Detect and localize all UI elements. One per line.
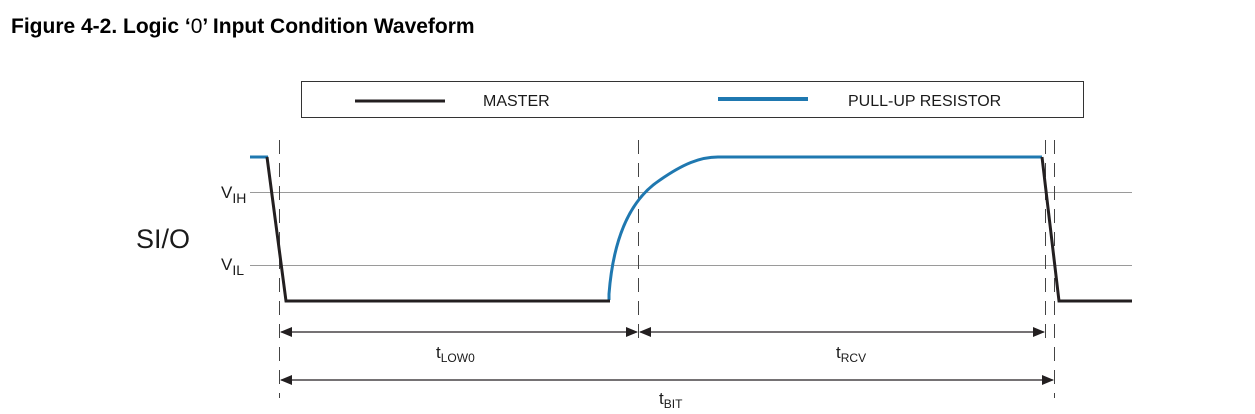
legend-master-label: MASTER [483,93,550,110]
figure-title: Figure 4-2. Logic ‘0’ Input Condition Wa… [11,15,475,39]
legend-pullup-label: PULL-UP RESISTOR [848,93,1001,110]
vih-label-main: V [221,183,233,202]
figure-title-zero: 0 [190,15,203,38]
tlow0-label-main: t [436,343,441,362]
master-next-fall [1040,156,1132,303]
figure-title-prefix: Figure 4-2. Logic ‘ [11,15,191,38]
trcv-label: tRCV [836,343,866,365]
signal-name: SI/O [136,224,190,254]
tbit-label-sub: BIT [664,397,683,411]
tlow0-label: tLOW0 [436,343,475,365]
pullup-recovery-curve [607,155,1042,300]
vil-label-main: V [221,255,233,274]
vih-label: VIH [221,183,246,206]
trcv-label-sub: RCV [841,351,866,365]
vil-label: VIL [221,255,244,278]
master-low-pulse [265,156,610,303]
figure-title-suffix: ’ Input Condition Waveform [202,15,475,38]
vih-label-sub: IH [232,190,246,206]
vil-label-sub: IL [232,262,244,278]
trcv-label-main: t [836,343,841,362]
tlow0-label-sub: LOW0 [441,351,475,365]
tbit-label-main: t [659,389,664,408]
tbit-label: tBIT [659,389,683,411]
